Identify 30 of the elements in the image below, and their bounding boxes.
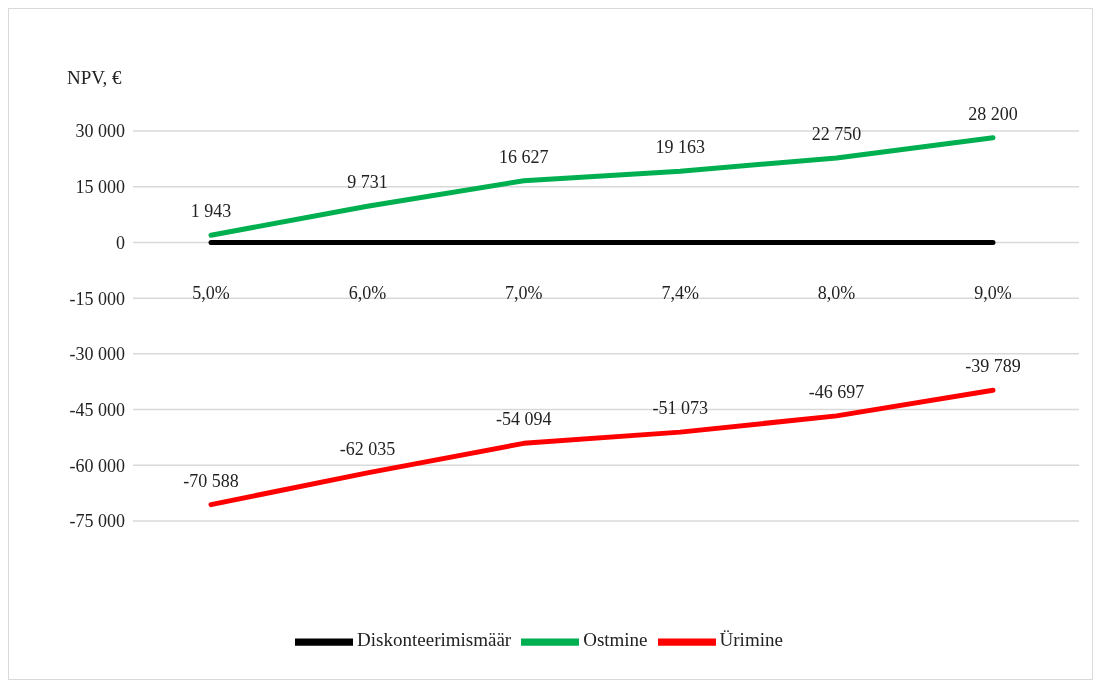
legend-label: Ürimine bbox=[719, 629, 783, 651]
y-tick-label: 30 000 bbox=[75, 121, 125, 142]
data-label: 22 750 bbox=[811, 123, 862, 144]
data-label: 9 731 bbox=[347, 172, 388, 193]
x-tick-label: 5,0% bbox=[192, 283, 230, 303]
y-tick-label: 0 bbox=[116, 232, 125, 253]
data-label: -51 073 bbox=[652, 398, 708, 419]
y-tick-label: 15 000 bbox=[75, 177, 125, 198]
x-tick-label: 7,4% bbox=[661, 283, 699, 303]
legend-label: Diskonteerimismäär bbox=[357, 629, 512, 651]
y-axis-title: NPV, € bbox=[67, 67, 122, 89]
x-tick-label: 8,0% bbox=[817, 283, 856, 303]
x-tick-label: 6,0% bbox=[348, 283, 387, 303]
data-label: 28 200 bbox=[968, 103, 1018, 124]
y-tick-label: -30 000 bbox=[69, 344, 125, 365]
data-label: 1 943 bbox=[190, 201, 232, 222]
legend-label: Ostmine bbox=[583, 629, 648, 651]
data-label: -46 697 bbox=[808, 381, 865, 402]
data-label: 16 627 bbox=[499, 146, 549, 167]
data-label: -70 588 bbox=[183, 470, 239, 491]
data-label: -62 035 bbox=[339, 438, 396, 459]
data-label: 19 163 bbox=[655, 137, 705, 158]
y-tick-label: -15 000 bbox=[69, 288, 125, 309]
data-label: -54 094 bbox=[496, 409, 552, 430]
x-tick-label: 7,0% bbox=[505, 283, 543, 303]
y-tick-label: -75 000 bbox=[69, 511, 125, 532]
data-label: -39 789 bbox=[965, 356, 1021, 377]
x-tick-label: 9,0% bbox=[974, 283, 1012, 303]
y-tick-label: -45 000 bbox=[69, 399, 125, 420]
y-tick-label: -60 000 bbox=[69, 455, 125, 476]
